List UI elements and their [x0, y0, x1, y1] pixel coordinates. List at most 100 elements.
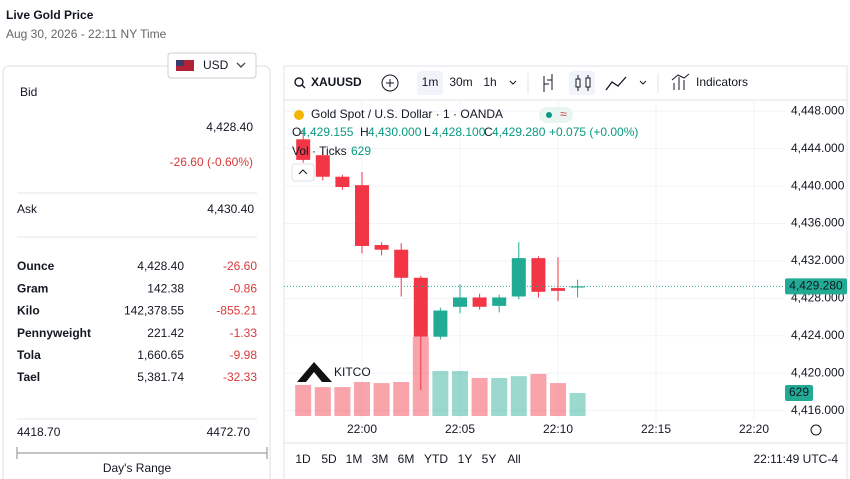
currency-label: USD — [203, 58, 229, 72]
candle-body — [335, 176, 350, 188]
chevron[interactable] — [509, 80, 517, 85]
unit-price: 1,660.65 — [137, 348, 184, 362]
y-tick-label: 4,432.000 — [791, 253, 845, 267]
volume-bar — [471, 377, 488, 416]
volume-bar — [354, 381, 370, 416]
volume-bar — [550, 383, 566, 416]
candle-body — [531, 258, 546, 292]
range-high: 4472.70 — [207, 425, 251, 439]
candle-body — [570, 286, 585, 288]
y-tick-label: 4,416.000 — [791, 403, 845, 417]
x-tick-label: 22:15 — [641, 422, 671, 436]
last-price-box — [785, 278, 847, 295]
currency-box[interactable] — [167, 52, 257, 79]
x-tick-label: 22:05 — [445, 422, 475, 436]
ohlc-key: C — [484, 125, 493, 139]
range-button[interactable]: 1Y — [458, 452, 473, 466]
candle-body — [433, 310, 448, 337]
status-pill — [539, 107, 573, 123]
unit-price: 221.42 — [147, 326, 184, 340]
ohlc-value: 4,429.155 — [300, 125, 354, 139]
collapse-button[interactable] — [291, 163, 315, 182]
logo: KITCO — [334, 365, 371, 379]
volume-bar — [314, 387, 331, 416]
volume-bar — [510, 376, 527, 416]
volume-bar — [530, 373, 547, 416]
volume-value: 629 — [351, 144, 371, 158]
bid-label: Bid — [20, 85, 37, 99]
plus-icon — [386, 79, 394, 87]
bars-icon[interactable] — [543, 74, 553, 92]
unit-change: -26.60 — [223, 259, 257, 273]
legend-title: Gold Spot / U.S. Dollar · 1 · OANDA — [311, 107, 503, 121]
range-button[interactable]: 3M — [372, 452, 389, 466]
unit-name: Ounce — [17, 259, 55, 273]
price-card — [2, 65, 271, 479]
chevron[interactable] — [639, 80, 647, 85]
x-tick-label: 22:20 — [739, 422, 769, 436]
last-volume-box — [785, 385, 813, 401]
candle-body — [355, 185, 369, 246]
page-title: Live Gold Price — [6, 8, 94, 22]
volume-bar — [432, 371, 449, 416]
unit-change: -32.33 — [223, 370, 257, 384]
currency-select[interactable]: USD — [167, 52, 257, 79]
volume-bar — [452, 371, 468, 416]
y-tick-label: 4,420.000 — [791, 365, 845, 379]
search-icon — [301, 84, 306, 89]
unit-name: Kilo — [17, 304, 40, 318]
ohlc-value: 4,428.100 — [432, 125, 486, 139]
candle-body — [492, 297, 507, 306]
volume-bar — [393, 381, 410, 416]
candles-icon — [585, 77, 591, 88]
plot: 22:00 22:05 22:10 22:15 22:20 4,448.000 4,444.… — [284, 100, 847, 436]
interval[interactable]: 30m — [449, 75, 472, 89]
range-button[interactable]: 1D — [295, 452, 311, 466]
line-icon[interactable] — [605, 76, 627, 91]
symbol[interactable]: XAUUSD — [311, 75, 362, 89]
unit-name: Tael — [17, 370, 40, 384]
range-button[interactable]: All — [507, 452, 520, 466]
candle-body — [374, 245, 389, 250]
page-subtitle: Aug 30, 2026 - 22:11 NY Time — [6, 27, 167, 41]
unit-table: Ounce 4,428.40 -26.60 Gram 142.38 -0.86 Kilo 14… — [17, 259, 257, 384]
x-tick-label: 22:00 — [347, 422, 377, 436]
unit-change: -9.98 — [230, 348, 258, 362]
range-button[interactable]: YTD — [424, 452, 448, 466]
ohlc-key: H — [360, 125, 369, 139]
indicators-button[interactable]: Indicators — [696, 75, 748, 89]
settings-button[interactable] — [810, 424, 822, 436]
range-button[interactable]: 5Y — [482, 452, 497, 466]
y-tick-label: 4,448.000 — [791, 103, 845, 117]
candles-button[interactable] — [569, 71, 595, 95]
candle-body — [394, 249, 409, 278]
status-dot — [546, 112, 552, 118]
collapse-icon — [298, 169, 308, 175]
volume-label: Vol · Ticks — [292, 144, 347, 158]
volume-bar — [373, 383, 390, 416]
search-icon — [294, 77, 304, 87]
unit-price: 4,428.40 — [137, 259, 184, 273]
flag-canton — [176, 60, 184, 66]
bid-change: -26.60 (-0.60%) — [170, 155, 253, 169]
interval[interactable]: 1h — [483, 75, 496, 89]
volume-bar — [569, 393, 586, 416]
range-label: Day's Range — [103, 461, 172, 475]
ohlc-key: L — [424, 125, 431, 139]
symbol-search[interactable]: XAUUSD — [294, 75, 362, 89]
y-tick-label: 4,436.000 — [791, 216, 845, 230]
interval-active — [417, 71, 443, 95]
range-button[interactable]: 6M — [398, 452, 415, 466]
unit-price: 142,378.55 — [124, 304, 184, 318]
candle-body — [472, 297, 487, 307]
unit-change: -0.86 — [230, 281, 258, 295]
volume-bar — [334, 387, 351, 416]
last-price-label: 4,429.280 — [789, 279, 843, 293]
range-button[interactable]: 1M — [346, 452, 363, 466]
compare-button[interactable] — [381, 74, 399, 92]
range-button[interactable]: 5D — [321, 452, 337, 466]
clock: 22:11:49 UTC-4 — [754, 452, 839, 466]
y-tick-label: 4,424.000 — [791, 328, 845, 342]
interval[interactable]: 1m — [422, 75, 439, 89]
